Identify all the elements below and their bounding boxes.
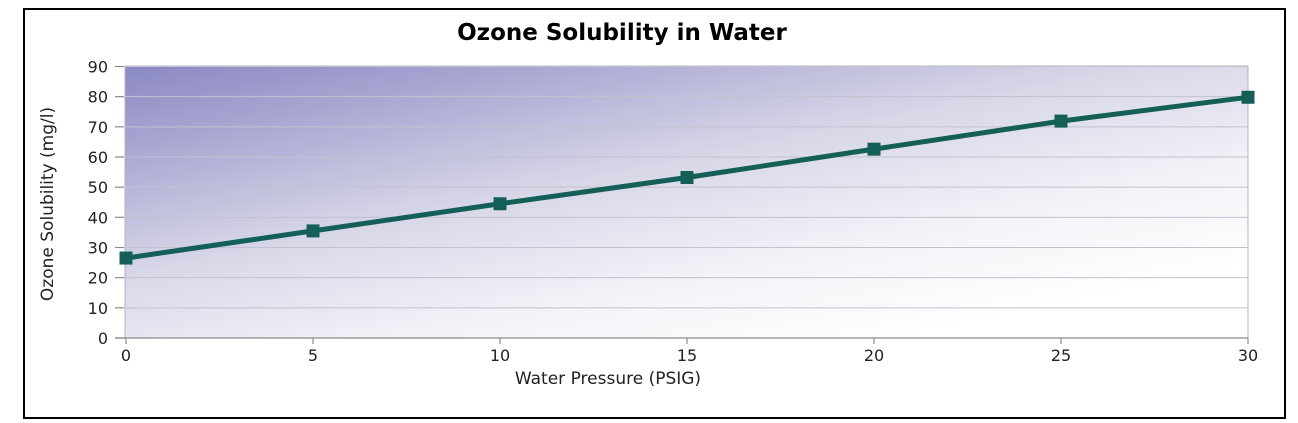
y-tick-label-30: 30 <box>88 239 108 258</box>
y-tick-label-60: 60 <box>88 148 108 167</box>
data-point-marker-x25 <box>1054 114 1068 128</box>
x-axis-title: Water Pressure (PSIG) <box>515 369 701 389</box>
x-tick-label-25: 25 <box>1051 346 1071 365</box>
y-tick-label-10: 10 <box>88 299 108 318</box>
data-series-group <box>119 90 1255 265</box>
data-point-marker-x0 <box>119 251 133 265</box>
x-tick-label-15: 15 <box>677 346 697 365</box>
x-axis-tick-labels-group: 0 5 10 15 20 25 30 <box>121 346 1258 365</box>
y-tick-label-70: 70 <box>88 118 108 137</box>
y-tick-label-80: 80 <box>88 88 108 107</box>
y-axis-tick-labels-group: 0 10 20 30 40 50 60 70 80 90 <box>88 58 108 349</box>
chart-title: Ozone Solubility in Water <box>457 20 787 46</box>
x-tick-label-0: 0 <box>121 346 131 365</box>
plot-area-background <box>124 65 1249 339</box>
y-tick-label-90: 90 <box>88 58 108 77</box>
data-point-marker-x15 <box>680 171 694 185</box>
y-tick-label-40: 40 <box>88 208 108 227</box>
tick-marks-group <box>115 65 1249 344</box>
data-point-marker-x10 <box>493 197 507 211</box>
data-point-marker-x20 <box>867 142 881 156</box>
data-point-marker-x5 <box>306 224 320 238</box>
y-tick-label-20: 20 <box>88 269 108 288</box>
x-tick-label-5: 5 <box>308 346 318 365</box>
x-tick-label-20: 20 <box>864 346 884 365</box>
data-point-marker-x30 <box>1241 90 1255 104</box>
y-tick-label-0: 0 <box>98 329 108 348</box>
y-axis-title: Ozone Solubility (mg/l) <box>38 107 58 301</box>
y-tick-label-50: 50 <box>88 178 108 197</box>
x-tick-label-30: 30 <box>1238 346 1258 365</box>
x-tick-label-10: 10 <box>490 346 510 365</box>
